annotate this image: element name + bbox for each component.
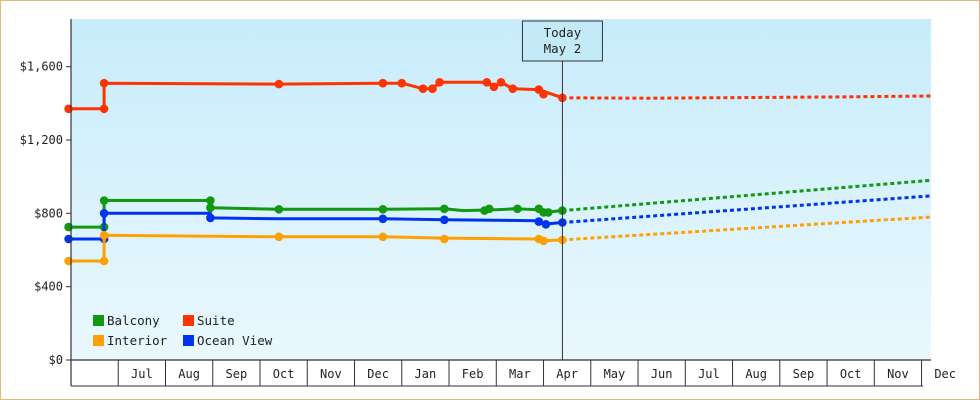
x-month-label: Dec — [367, 367, 389, 381]
x-month-label: Oct — [273, 367, 295, 381]
y-tick-label: $1,200 — [20, 133, 63, 147]
x-month-label: Jul — [131, 367, 153, 381]
x-month-label: Aug — [745, 367, 767, 381]
x-month-label: May — [604, 367, 626, 381]
data-point-suite[interactable] — [508, 84, 518, 93]
data-point-ocean-view[interactable] — [64, 234, 73, 244]
x-month-label: Feb — [462, 367, 484, 381]
data-point-suite[interactable] — [378, 78, 388, 88]
today-box — [521, 20, 603, 62]
data-point-balcony[interactable] — [206, 196, 215, 205]
x-month-label: Apr — [556, 367, 578, 381]
plot-background — [71, 19, 931, 360]
data-point-suite[interactable] — [64, 104, 73, 114]
x-month-label: Jan — [415, 367, 437, 381]
data-point-suite[interactable] — [418, 84, 428, 93]
data-point-ocean-view[interactable] — [541, 220, 551, 229]
data-point-suite[interactable] — [99, 78, 109, 88]
x-month-label: Aug — [178, 367, 200, 381]
data-point-interior[interactable] — [274, 232, 284, 242]
legend-swatch-suite — [183, 315, 194, 326]
y-tick-label: $0 — [49, 353, 63, 367]
data-point-balcony[interactable] — [544, 208, 553, 217]
today-date-label: May 2 — [544, 41, 582, 56]
legend-swatch-interior — [93, 335, 104, 346]
data-point-balcony[interactable] — [64, 222, 73, 232]
data-point-suite[interactable] — [428, 84, 437, 93]
data-point-balcony[interactable] — [484, 204, 494, 214]
data-point-interior[interactable] — [99, 256, 109, 266]
legend-swatch-balcony — [93, 315, 104, 326]
data-point-interior[interactable] — [440, 234, 449, 244]
x-month-label: Sep — [793, 367, 815, 381]
x-month-label: Nov — [887, 367, 909, 381]
series-forecast-suite — [562, 94, 932, 100]
series-forecast-interior — [562, 215, 932, 242]
x-month-label: Dec — [934, 367, 956, 381]
data-point-balcony[interactable] — [99, 196, 109, 205]
data-point-ocean-view[interactable] — [378, 214, 388, 224]
legend-label-ocean-view: Ocean View — [197, 333, 273, 348]
x-month-label: Jun — [651, 367, 673, 381]
data-point-interior[interactable] — [64, 256, 73, 266]
data-point-ocean-view[interactable] — [534, 217, 544, 226]
series-forecast-ocean-view — [562, 194, 932, 224]
legend-label-balcony: Balcony — [107, 313, 160, 328]
data-point-suite[interactable] — [489, 82, 499, 92]
data-point-balcony[interactable] — [378, 205, 388, 214]
data-point-balcony[interactable] — [440, 204, 449, 214]
y-tick-label: $400 — [34, 280, 63, 294]
x-month-label: Sep — [226, 367, 248, 381]
data-point-interior[interactable] — [99, 231, 109, 240]
data-point-suite[interactable] — [539, 89, 548, 99]
x-month-label: Mar — [509, 367, 531, 381]
y-tick-label: $1,600 — [20, 60, 63, 74]
data-point-ocean-view[interactable] — [206, 213, 215, 223]
series-forecast-balcony — [562, 178, 932, 213]
data-point-ocean-view[interactable] — [440, 215, 449, 225]
data-point-suite[interactable] — [482, 78, 492, 87]
data-point-balcony[interactable] — [513, 204, 522, 214]
data-point-interior[interactable] — [378, 232, 388, 242]
x-month-label: Oct — [840, 367, 862, 381]
today-label: Today — [544, 25, 582, 40]
data-point-suite[interactable] — [435, 78, 444, 87]
data-point-ocean-view[interactable] — [99, 209, 109, 218]
data-point-interior[interactable] — [539, 236, 548, 246]
data-point-balcony[interactable] — [206, 203, 215, 213]
y-tick-label: $800 — [34, 206, 63, 220]
data-point-balcony[interactable] — [274, 205, 284, 214]
legend-swatch-ocean-view — [183, 335, 194, 346]
data-point-suite[interactable] — [99, 104, 109, 114]
data-point-suite[interactable] — [496, 78, 506, 87]
data-point-suite[interactable] — [397, 78, 407, 88]
legend-label-suite: Suite — [197, 313, 235, 328]
x-month-label: Jul — [698, 367, 720, 381]
data-point-suite[interactable] — [274, 79, 284, 89]
x-month-label: Nov — [320, 367, 342, 381]
legend-label-interior: Interior — [107, 333, 168, 348]
